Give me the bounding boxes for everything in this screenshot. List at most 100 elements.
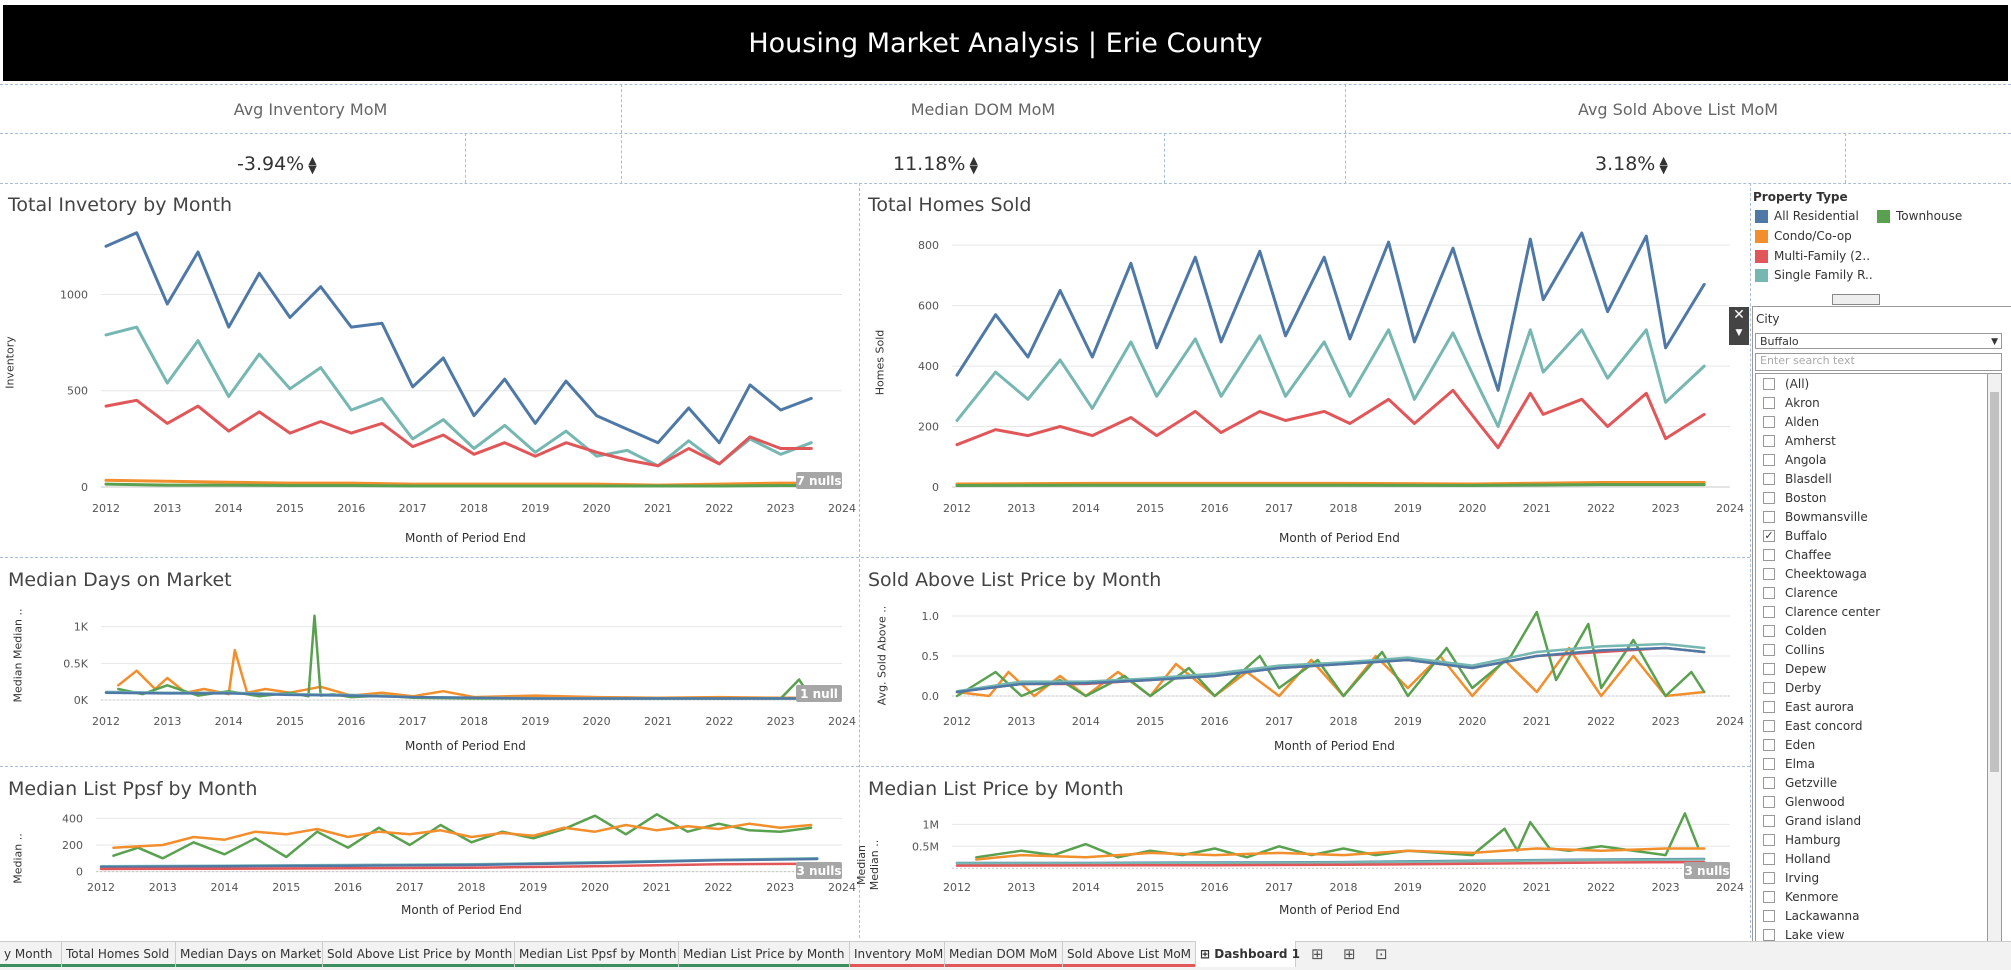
city-option[interactable]: Lake view: [1756, 925, 1844, 944]
city-option[interactable]: Glenwood: [1756, 792, 1845, 811]
sheet-tab[interactable]: ⊞ Dashboard 1: [1196, 941, 1300, 967]
city-option[interactable]: (All): [1756, 374, 1809, 393]
city-option[interactable]: Collins: [1756, 640, 1825, 659]
legend-item-condo[interactable]: Condo/Co-op: [1755, 229, 1852, 243]
new-worksheet-icon[interactable]: ⊞: [1311, 945, 1324, 963]
checkbox[interactable]: [1763, 434, 1775, 447]
city-option[interactable]: Eden: [1756, 735, 1815, 754]
checkbox[interactable]: ✓: [1763, 529, 1775, 542]
sheet-tab[interactable]: Median List Price by Month: [679, 941, 850, 967]
series-line-multi-family-[interactable]: [99, 862, 819, 871]
series-line-multi-family-[interactable]: [955, 860, 1706, 867]
checkbox[interactable]: [1763, 624, 1775, 637]
series-line-condo-co-op[interactable]: [104, 478, 813, 487]
series-line-condo-co-op[interactable]: [112, 822, 813, 849]
series-line-single-family-r-[interactable]: [955, 642, 1706, 693]
close-icon[interactable]: ✕: [1733, 307, 1745, 323]
checkbox[interactable]: [1763, 700, 1775, 713]
chevron-down-icon[interactable]: ▼: [1991, 337, 1998, 347]
checkbox[interactable]: [1763, 472, 1775, 485]
checkbox[interactable]: [1763, 757, 1775, 770]
sheet-tab[interactable]: Median DOM MoM: [945, 941, 1063, 967]
series-line-townhouse[interactable]: [112, 813, 813, 860]
close-filter-button[interactable]: ✕ ▼: [1729, 307, 1749, 345]
sheet-tab[interactable]: y Month: [0, 941, 62, 967]
checkbox[interactable]: [1763, 415, 1775, 428]
series-line-single-family-r-[interactable]: [955, 858, 1706, 865]
checkbox[interactable]: [1763, 795, 1775, 808]
checkbox[interactable]: [1763, 738, 1775, 751]
series-line-townhouse[interactable]: [104, 482, 813, 488]
series-line-all-residential[interactable]: [104, 691, 813, 700]
city-option[interactable]: Lackawanna: [1756, 906, 1859, 925]
city-option[interactable]: Colden: [1756, 621, 1827, 640]
homes-sold-chart[interactable]: 0 200 400 600 800 2012 2013 2014 2015 2016 2017 201…: [860, 215, 1750, 527]
ppsf-chart[interactable]: 0 200 400 2012 2013 2014 2015 2016 2017 2018 2019 2…: [0, 805, 858, 903]
checkbox[interactable]: [1763, 491, 1775, 504]
legend-item-townhouse[interactable]: Townhouse: [1877, 209, 1962, 223]
checkbox[interactable]: [1763, 871, 1775, 884]
city-option[interactable]: Elma: [1756, 754, 1815, 773]
city-option[interactable]: Clarence center: [1756, 602, 1880, 621]
series-line-single-family-r-[interactable]: [104, 325, 813, 468]
checkbox[interactable]: [1763, 814, 1775, 827]
city-option[interactable]: Chaffee: [1756, 545, 1831, 564]
checkbox[interactable]: [1763, 909, 1775, 922]
series-line-all-residential[interactable]: [104, 231, 813, 445]
sheet-tab[interactable]: Median Days on Market: [176, 941, 323, 967]
checkbox[interactable]: [1763, 833, 1775, 846]
spinner-icon[interactable]: ▲ ▼: [308, 153, 317, 176]
city-option[interactable]: Angola: [1756, 450, 1826, 469]
null-indicator[interactable]: [796, 685, 842, 702]
city-option[interactable]: Derby: [1756, 678, 1821, 697]
sheet-tab[interactable]: Median List Ppsf by Month: [515, 941, 679, 967]
series-line-condo-co-op[interactable]: [955, 646, 1706, 698]
series-line-single-family-r-[interactable]: [955, 328, 1706, 428]
series-line-townhouse[interactable]: [955, 610, 1706, 698]
series-line-all-residential[interactable]: [99, 857, 819, 869]
new-dashboard-icon[interactable]: ⊞: [1343, 945, 1356, 963]
city-list-scrollbar[interactable]: [1987, 373, 2002, 943]
checkbox[interactable]: [1763, 776, 1775, 789]
checkbox[interactable]: [1763, 852, 1775, 865]
sheet-tab[interactable]: Inventory MoM: [850, 941, 945, 967]
city-option[interactable]: Kenmore: [1756, 887, 1838, 906]
null-indicator[interactable]: [796, 862, 842, 879]
city-option[interactable]: Cheektowaga: [1756, 564, 1867, 583]
checkbox[interactable]: [1763, 928, 1775, 941]
series-line-condo-co-op[interactable]: [975, 847, 1706, 861]
city-option[interactable]: Depew: [1756, 659, 1826, 678]
checkbox[interactable]: [1763, 681, 1775, 694]
city-option[interactable]: Irving: [1756, 868, 1819, 887]
panel-resize-handle[interactable]: [1832, 294, 1880, 305]
series-line-townhouse[interactable]: [955, 483, 1706, 487]
sheet-tab[interactable]: Total Homes Sold: [62, 941, 176, 967]
city-option[interactable]: Amherst: [1756, 431, 1836, 450]
checkbox[interactable]: [1763, 719, 1775, 732]
null-indicator[interactable]: [1684, 862, 1730, 879]
city-option[interactable]: Clarence: [1756, 583, 1838, 602]
sheet-tab[interactable]: Sold Above List MoM: [1063, 941, 1196, 967]
series-line-townhouse[interactable]: [117, 614, 813, 700]
city-option[interactable]: ✓ Buffalo: [1756, 526, 1827, 545]
series-line-multi-family-[interactable]: [104, 398, 813, 468]
inventory-chart[interactable]: 0 500 1000 2012 2013 2014 2015 2016 2017 2018 2019…: [0, 215, 858, 527]
spinner-icon[interactable]: ▲ ▼: [969, 153, 978, 176]
series-line-all-residential[interactable]: [955, 646, 1706, 694]
city-option[interactable]: Hamburg: [1756, 830, 1841, 849]
legend-item-all-residential[interactable]: All Residential: [1755, 209, 1859, 223]
checkbox[interactable]: [1763, 586, 1775, 599]
checkbox[interactable]: [1763, 643, 1775, 656]
checkbox[interactable]: [1763, 605, 1775, 618]
checkbox[interactable]: [1763, 567, 1775, 580]
city-option[interactable]: East aurora: [1756, 697, 1854, 716]
checkbox[interactable]: [1763, 510, 1775, 523]
city-option[interactable]: Holland: [1756, 849, 1831, 868]
series-line-all-residential[interactable]: [955, 231, 1706, 392]
checkbox[interactable]: [1763, 890, 1775, 903]
legend-item-single-family[interactable]: Single Family R..: [1755, 268, 1873, 282]
city-option[interactable]: Getzville: [1756, 773, 1837, 792]
legend-item-multi-family[interactable]: Multi-Family (2..: [1755, 249, 1870, 263]
city-option[interactable]: Boston: [1756, 488, 1826, 507]
list-price-chart[interactable]: 0.5M 1M 2012 2013 2014 2015 2016 2017 2018 2019 20…: [860, 805, 1750, 903]
